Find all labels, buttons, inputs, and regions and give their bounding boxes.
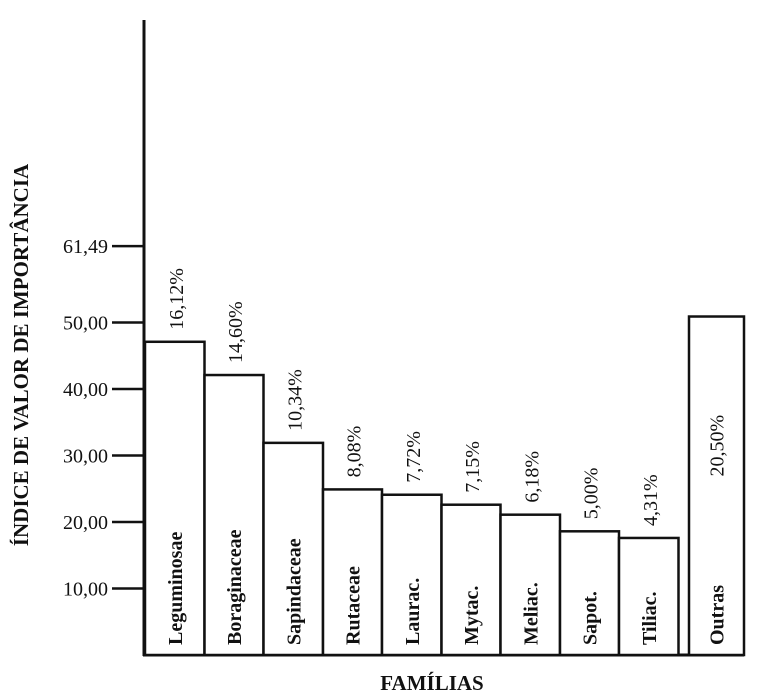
category-label-7: Sapot. xyxy=(580,591,602,645)
data-label-8: 4,31% xyxy=(640,474,662,526)
y-tick-label-1: 20,00 xyxy=(63,512,108,534)
data-label-5: 7,15% xyxy=(462,441,484,493)
data-label-6: 6,18% xyxy=(521,451,543,503)
y-tick-label-4: 50,00 xyxy=(63,313,108,335)
category-label-2: Sapindaceae xyxy=(283,538,305,645)
data-labels: Leguminosae 16,12% Boraginaceae 14,60% Sapin… xyxy=(165,268,729,645)
bar-5 xyxy=(440,503,502,657)
category-label-0: Leguminosae xyxy=(165,532,187,645)
category-label-8: Tiliac. xyxy=(639,591,661,645)
data-label-9: 20,50% xyxy=(707,415,729,477)
y-axis-title: ÍNDICE DE VALOR DE IMPORTÂNCIA xyxy=(9,163,33,546)
bars xyxy=(143,315,746,657)
y-tick-label-5: 61,49 xyxy=(63,236,108,258)
bar-1 xyxy=(203,373,265,657)
bar-0 xyxy=(143,340,206,657)
x-axis-title: FAMÍLIAS xyxy=(380,671,483,695)
category-label-9: Outras xyxy=(707,585,729,645)
bar-6 xyxy=(499,513,562,657)
data-label-0: 16,12% xyxy=(166,268,188,330)
data-label-4: 7,72% xyxy=(403,431,425,483)
data-label-2: 10,34% xyxy=(284,369,306,431)
data-label-1: 14,60% xyxy=(225,301,247,363)
category-label-3: Rutaceae xyxy=(343,566,365,645)
data-label-7: 5,00% xyxy=(581,468,603,520)
bar-7 xyxy=(558,530,621,657)
y-tick-label-3: 40,00 xyxy=(63,379,108,401)
category-label-1: Boraginaceae xyxy=(224,529,246,645)
category-label-6: Meliac. xyxy=(520,582,542,645)
y-ticks: 10,00 20,00 30,00 40,00 50,00 61,49 xyxy=(63,236,144,601)
y-tick-label-2: 30,00 xyxy=(63,446,108,468)
bar-8 xyxy=(617,536,680,657)
bar-9 xyxy=(687,315,746,657)
y-tick-label-0: 10,00 xyxy=(63,579,108,601)
category-label-5: Mytac. xyxy=(461,586,483,645)
data-label-3: 8,08% xyxy=(344,426,366,478)
category-label-4: Laurac. xyxy=(402,578,424,645)
